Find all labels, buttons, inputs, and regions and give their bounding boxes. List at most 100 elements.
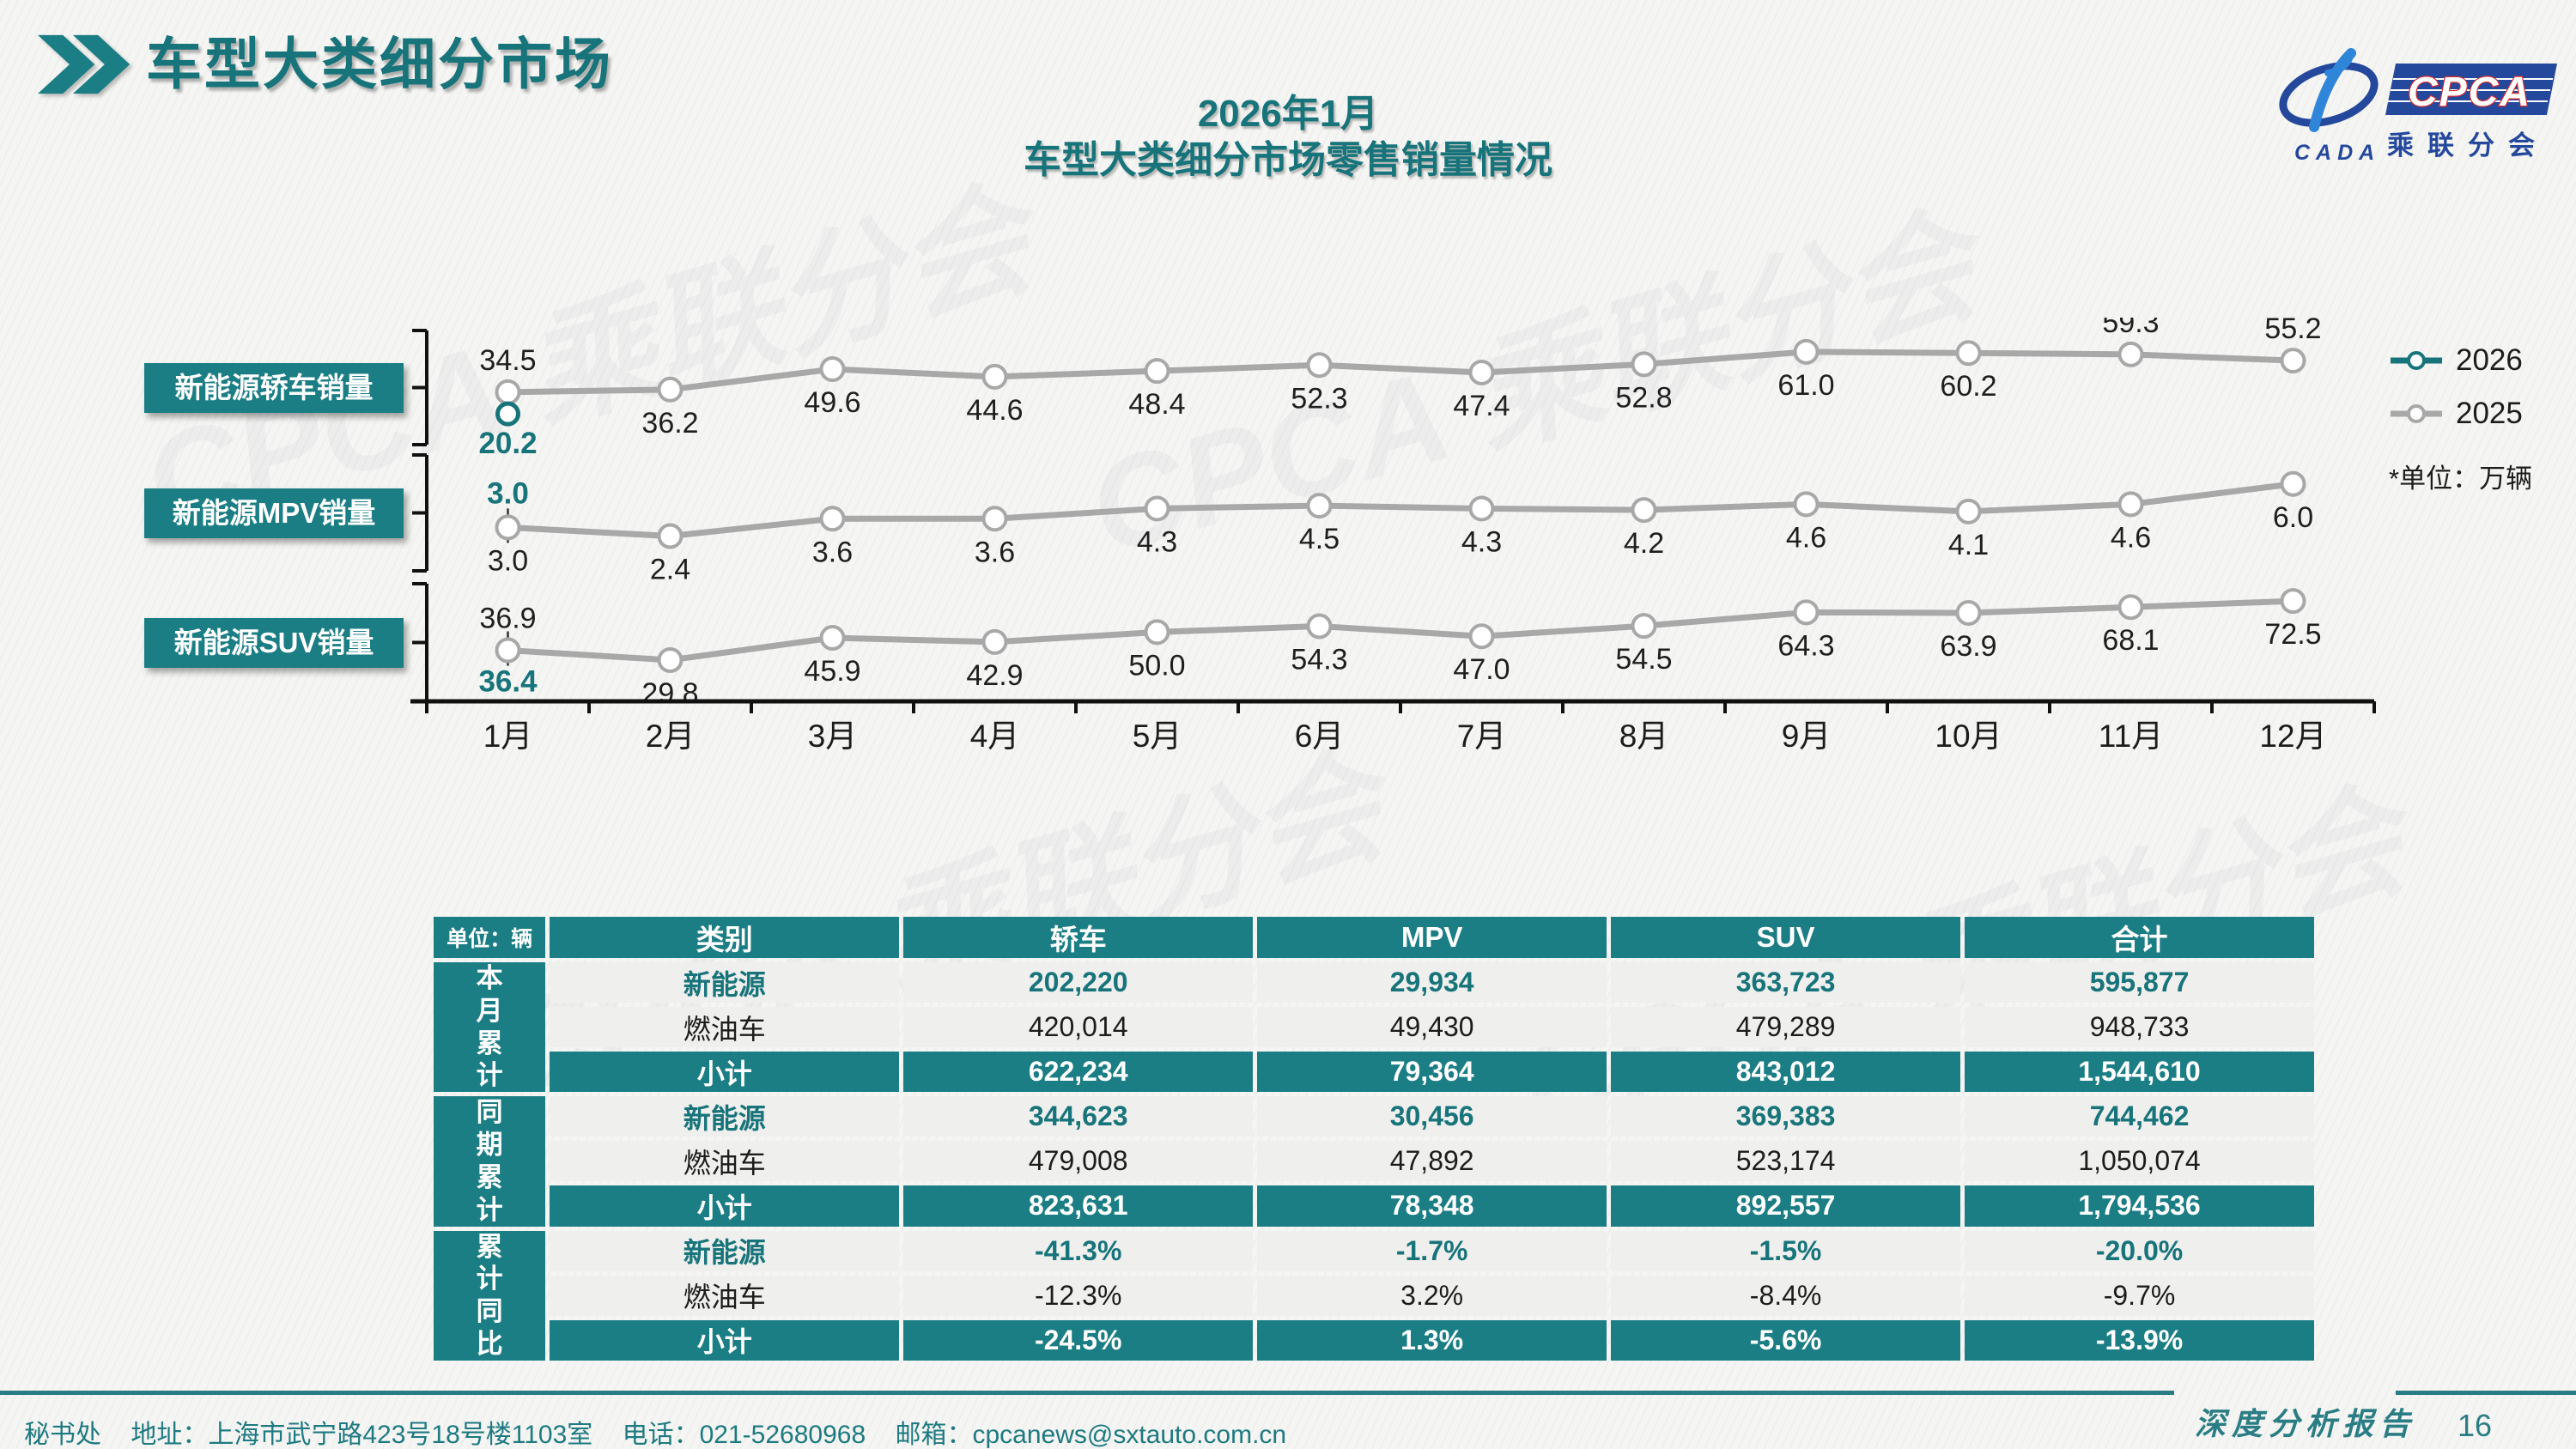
data-point-2025 (495, 637, 521, 664)
footer-divider (0, 1391, 2174, 1395)
table-group-label: 本月累计 (434, 962, 546, 1093)
table-cell: 744,462 (1965, 1096, 2314, 1137)
data-point-2025 (2117, 491, 2144, 518)
data-point-2025 (1955, 600, 1982, 627)
table-cell: 1,050,074 (1965, 1141, 2314, 1182)
data-label-2025: 4.3 (1461, 525, 1502, 558)
report-type-label: 深度分析报告 (2195, 1407, 2417, 1441)
data-label-2025: 4.2 (1624, 527, 1664, 560)
data-label-2026: 20.2 (478, 427, 537, 460)
data-point-2025 (981, 628, 1008, 655)
table-row-name: 燃油车 (550, 1007, 900, 1048)
legend-item-2026: 2026 (2389, 343, 2532, 378)
table-cell: 202,220 (903, 962, 1254, 1003)
table-column-header: 轿车 (903, 917, 1254, 958)
table-cell: 948,733 (1965, 1007, 2314, 1048)
table-cell: 479,289 (1611, 1007, 1961, 1048)
cada-globe-icon (2279, 48, 2379, 132)
series-line-2025 (505, 597, 2296, 664)
data-label-2025: 4.1 (1948, 529, 1989, 561)
data-point-2025 (819, 356, 846, 383)
series-line-2025 (505, 481, 2296, 539)
table-row: 小计 622,234 79,364 843,012 1,544,610 (434, 1052, 2314, 1093)
table-cell: 622,234 (903, 1052, 1254, 1093)
data-point-2025 (1468, 623, 1495, 650)
table-cell: -24.5% (903, 1319, 1254, 1361)
footer-contact: 秘书处 地址：上海市武宁路423号18号楼1103室 电话：021-526809… (24, 1413, 1309, 1449)
data-label-2025: 3.0 (488, 544, 528, 577)
table-cell: -12.3% (903, 1275, 1254, 1316)
legend-marker-2026-icon (2391, 351, 2442, 370)
data-label-2025: 60.2 (1940, 370, 1996, 403)
table-cell: 29,934 (1257, 962, 1607, 1003)
table-cell: 1,794,536 (1965, 1185, 2314, 1227)
footer-email: 邮箱：cpcanews@sxtauto.com.cn (895, 1421, 1287, 1449)
table-row-name: 小计 (550, 1052, 900, 1093)
data-point-2025 (2280, 588, 2306, 615)
y-axis-ticks (412, 329, 427, 446)
footer-divider (2396, 1391, 2576, 1395)
data-label-2025: 4.3 (1137, 525, 1177, 558)
data-label-2025: 29.8 (641, 677, 698, 710)
data-point-2025 (1144, 619, 1170, 646)
table-cell: 363,723 (1611, 962, 1961, 1003)
table-cell: 30,456 (1257, 1096, 1607, 1137)
data-point-2025 (2117, 341, 2144, 367)
data-label-2025: 47.0 (1453, 653, 1510, 686)
table-cell: 823,631 (903, 1185, 1254, 1227)
data-label-2025: 68.1 (2102, 624, 2159, 657)
data-label-2025: 52.3 (1291, 382, 1347, 415)
chart-legend: 2026 2025 *单位：万辆 (2389, 343, 2532, 495)
data-label-2025: 64.3 (1777, 629, 1834, 662)
table-cell: 595,877 (1965, 962, 2314, 1003)
month-label: 4月 (970, 718, 1020, 754)
month-label: 2月 (646, 718, 696, 754)
table-row: 累计同比 新能源 -41.3% -1.7% -1.5% -20.0% (434, 1230, 2314, 1361)
month-label: 12月 (2259, 718, 2326, 754)
data-label-2025: 4.5 (1299, 523, 1340, 555)
chart-title-line1: 2026年1月 (1197, 93, 1379, 135)
data-point-2025 (1306, 352, 1333, 379)
series-label-sedan: 新能源轿车销量 (144, 363, 404, 413)
data-point-2025 (1793, 599, 1820, 626)
sales-line-charts: 34.5 36.2 49.6 44.6 48.4 52.3 47.4 52.8 61.0 60.2… (410, 318, 2376, 754)
series-label-mpv: 新能源MPV销量 (144, 488, 404, 538)
table-cell: 892,557 (1611, 1185, 1961, 1227)
data-point-2025 (1468, 495, 1495, 522)
data-label-2025: 47.4 (1453, 390, 1510, 422)
data-label-2025: 3.6 (975, 536, 1015, 568)
table-unit-header: 单位：辆 (434, 917, 546, 958)
table-group-label: 同期累计 (434, 1096, 546, 1227)
data-label-2025: 61.0 (1777, 369, 1834, 402)
footer-address: 地址：上海市武宁路423号18号楼1103室 (131, 1421, 593, 1449)
table-row-name: 新能源 (550, 1096, 900, 1137)
table-row-name: 新能源 (550, 1230, 900, 1271)
sales-table: 单位：辆 类别 轿车 MPV SUV 合计 本月累计 新能源 202,220 29,934 363… (429, 912, 2318, 1365)
legend-label: 2025 (2456, 397, 2523, 430)
chart-title-line2: 车型大类细分市场零售销量情况 (1024, 139, 1552, 181)
data-point-2025 (1144, 495, 1170, 522)
data-label-2025: 2.4 (650, 554, 690, 586)
data-label-2025: 55.2 (2264, 318, 2321, 345)
data-point-2025 (819, 506, 846, 532)
data-point-2025 (1793, 338, 1820, 365)
table-header: 单位：辆 类别 轿车 MPV SUV 合计 (434, 917, 2314, 958)
month-label: 7月 (1457, 718, 1507, 754)
data-label-2025: 6.0 (2273, 501, 2313, 534)
table-row: 本月累计 新能源 202,220 29,934 363,723 595,877 (434, 962, 2314, 1093)
month-label: 5月 (1133, 718, 1182, 754)
data-point-2025 (1144, 358, 1170, 385)
data-point-2025 (1955, 498, 1982, 524)
table-row: 燃油车 -12.3% 3.2% -8.4% -9.7% (434, 1275, 2314, 1316)
data-label-2025: 34.5 (479, 344, 536, 377)
data-label-2025: 42.9 (966, 659, 1023, 692)
month-label: 9月 (1782, 718, 1832, 754)
table-cell: 344,623 (903, 1096, 1254, 1137)
footer-secretariat: 秘书处 (24, 1421, 101, 1449)
data-label-2025: 45.9 (804, 655, 860, 688)
table-row: 燃油车 479,008 47,892 523,174 1,050,074 (434, 1141, 2314, 1182)
table-cell: -1.7% (1257, 1230, 1607, 1271)
data-point-2025 (657, 376, 683, 403)
table-row-name: 燃油车 (550, 1141, 900, 1182)
month-label: 6月 (1295, 718, 1345, 754)
